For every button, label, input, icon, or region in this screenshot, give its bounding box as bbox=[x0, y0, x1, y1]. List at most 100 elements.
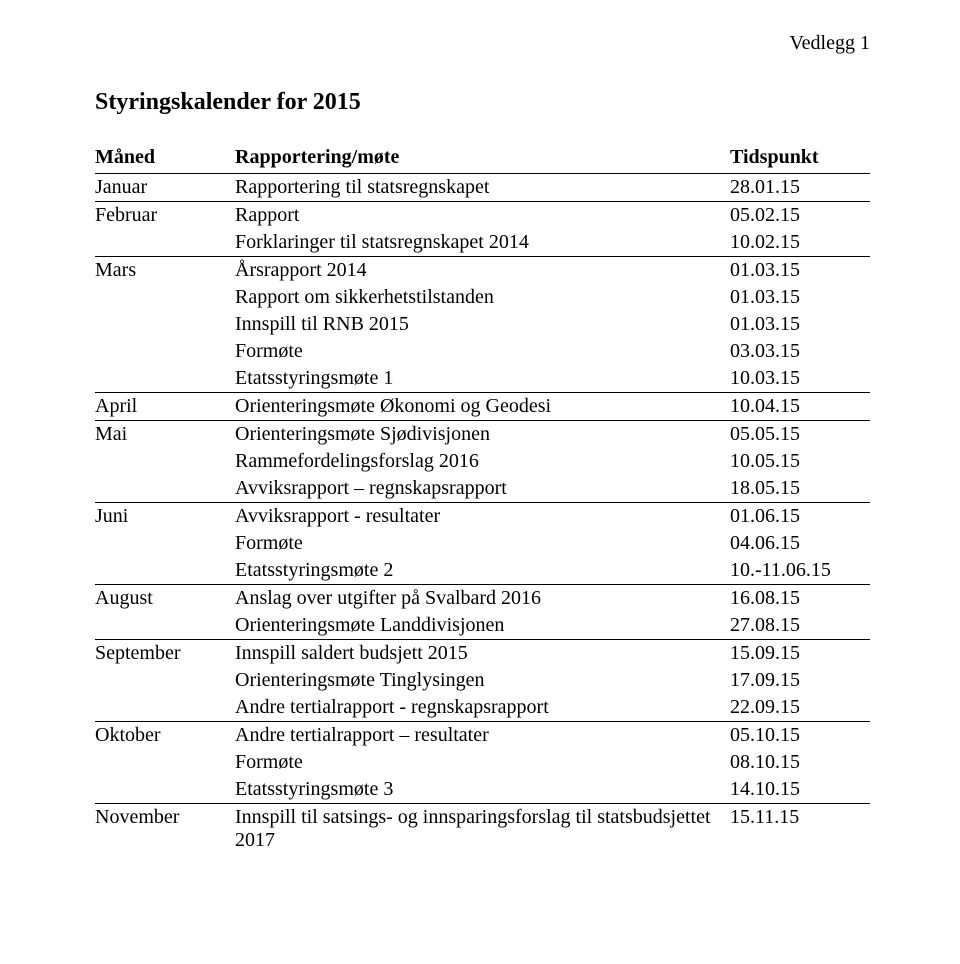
cell-time: 28.01.15 bbox=[730, 174, 870, 202]
cell-item: Rapport bbox=[235, 202, 730, 230]
cell-time: 15.09.15 bbox=[730, 640, 870, 668]
table-row: AprilOrienteringsmøte Økonomi og Geodesi… bbox=[95, 393, 870, 421]
table-row: Etatsstyringsmøte 210.-11.06.15 bbox=[95, 557, 870, 585]
table-row: JanuarRapportering til statsregnskapet28… bbox=[95, 174, 870, 202]
cell-item: Orienteringsmøte Landdivisjonen bbox=[235, 612, 730, 640]
cell-time: 27.08.15 bbox=[730, 612, 870, 640]
cell-time: 15.11.15 bbox=[730, 804, 870, 855]
table-row: Forklaringer til statsregnskapet 201410.… bbox=[95, 229, 870, 257]
table-row: Formøte04.06.15 bbox=[95, 530, 870, 557]
table-row: FebruarRapport05.02.15 bbox=[95, 202, 870, 230]
schedule-table: Måned Rapportering/møte Tidspunkt Januar… bbox=[95, 144, 870, 854]
cell-month: Februar bbox=[95, 202, 235, 230]
cell-time: 10.03.15 bbox=[730, 365, 870, 393]
cell-item: Formøte bbox=[235, 749, 730, 776]
header-month: Måned bbox=[95, 144, 235, 174]
cell-item: Rammefordelingsforslag 2016 bbox=[235, 448, 730, 475]
document-title: Styringskalender for 2015 bbox=[95, 89, 870, 116]
cell-month: Oktober bbox=[95, 722, 235, 750]
cell-time: 01.06.15 bbox=[730, 503, 870, 531]
cell-time: 08.10.15 bbox=[730, 749, 870, 776]
cell-item: Rapportering til statsregnskapet bbox=[235, 174, 730, 202]
cell-time: 01.03.15 bbox=[730, 284, 870, 311]
cell-time: 10.05.15 bbox=[730, 448, 870, 475]
table-row: AugustAnslag over utgifter på Svalbard 2… bbox=[95, 585, 870, 613]
cell-item: Etatsstyringsmøte 2 bbox=[235, 557, 730, 585]
cell-item: Årsrapport 2014 bbox=[235, 257, 730, 285]
cell-time: 01.03.15 bbox=[730, 311, 870, 338]
table-row: Etatsstyringsmøte 314.10.15 bbox=[95, 776, 870, 804]
cell-month: Mai bbox=[95, 421, 235, 449]
cell-month bbox=[95, 284, 235, 311]
cell-item: Anslag over utgifter på Svalbard 2016 bbox=[235, 585, 730, 613]
table-row: Rapport om sikkerhetstilstanden01.03.15 bbox=[95, 284, 870, 311]
table-row: Formøte08.10.15 bbox=[95, 749, 870, 776]
table-row: MaiOrienteringsmøte Sjødivisjonen05.05.1… bbox=[95, 421, 870, 449]
cell-item: Rapport om sikkerhetstilstanden bbox=[235, 284, 730, 311]
cell-time: 22.09.15 bbox=[730, 694, 870, 722]
cell-item: Orienteringsmøte Økonomi og Geodesi bbox=[235, 393, 730, 421]
cell-month bbox=[95, 448, 235, 475]
cell-item: Innspill til RNB 2015 bbox=[235, 311, 730, 338]
cell-item: Andre tertialrapport - regnskapsrapport bbox=[235, 694, 730, 722]
cell-time: 04.06.15 bbox=[730, 530, 870, 557]
table-row: MarsÅrsrapport 201401.03.15 bbox=[95, 257, 870, 285]
cell-time: 17.09.15 bbox=[730, 667, 870, 694]
cell-item: Innspill saldert budsjett 2015 bbox=[235, 640, 730, 668]
cell-item: Andre tertialrapport – resultater bbox=[235, 722, 730, 750]
table-header-row: Måned Rapportering/møte Tidspunkt bbox=[95, 144, 870, 174]
table-row: Orienteringsmøte Tinglysingen17.09.15 bbox=[95, 667, 870, 694]
cell-time: 16.08.15 bbox=[730, 585, 870, 613]
table-row: Rammefordelingsforslag 201610.05.15 bbox=[95, 448, 870, 475]
table-row: Orienteringsmøte Landdivisjonen27.08.15 bbox=[95, 612, 870, 640]
table-row: Avviksrapport – regnskapsrapport18.05.15 bbox=[95, 475, 870, 503]
table-row: Etatsstyringsmøte 110.03.15 bbox=[95, 365, 870, 393]
cell-item: Avviksrapport – regnskapsrapport bbox=[235, 475, 730, 503]
cell-month: August bbox=[95, 585, 235, 613]
cell-item: Formøte bbox=[235, 530, 730, 557]
cell-month bbox=[95, 311, 235, 338]
cell-month: September bbox=[95, 640, 235, 668]
cell-time: 10.-11.06.15 bbox=[730, 557, 870, 585]
cell-time: 18.05.15 bbox=[730, 475, 870, 503]
cell-month: Mars bbox=[95, 257, 235, 285]
cell-month bbox=[95, 475, 235, 503]
cell-item: Avviksrapport - resultater bbox=[235, 503, 730, 531]
cell-item: Orienteringsmøte Tinglysingen bbox=[235, 667, 730, 694]
table-row: NovemberInnspill til satsings- og innspa… bbox=[95, 804, 870, 855]
header-time: Tidspunkt bbox=[730, 144, 870, 174]
cell-month bbox=[95, 749, 235, 776]
table-row: OktoberAndre tertialrapport – resultater… bbox=[95, 722, 870, 750]
attachment-label: Vedlegg 1 bbox=[95, 32, 870, 55]
cell-item: Orienteringsmøte Sjødivisjonen bbox=[235, 421, 730, 449]
cell-month: Juni bbox=[95, 503, 235, 531]
cell-month bbox=[95, 338, 235, 365]
cell-time: 05.05.15 bbox=[730, 421, 870, 449]
table-row: Innspill til RNB 201501.03.15 bbox=[95, 311, 870, 338]
header-item: Rapportering/møte bbox=[235, 144, 730, 174]
cell-item: Formøte bbox=[235, 338, 730, 365]
document-page: Vedlegg 1 Styringskalender for 2015 Måne… bbox=[0, 0, 960, 964]
cell-time: 01.03.15 bbox=[730, 257, 870, 285]
cell-time: 05.02.15 bbox=[730, 202, 870, 230]
table-row: SeptemberInnspill saldert budsjett 20151… bbox=[95, 640, 870, 668]
table-row: Andre tertialrapport - regnskapsrapport2… bbox=[95, 694, 870, 722]
cell-month bbox=[95, 694, 235, 722]
cell-time: 05.10.15 bbox=[730, 722, 870, 750]
table-row: JuniAvviksrapport - resultater01.06.15 bbox=[95, 503, 870, 531]
cell-item: Forklaringer til statsregnskapet 2014 bbox=[235, 229, 730, 257]
cell-month bbox=[95, 229, 235, 257]
cell-time: 03.03.15 bbox=[730, 338, 870, 365]
cell-month bbox=[95, 530, 235, 557]
cell-item: Etatsstyringsmøte 1 bbox=[235, 365, 730, 393]
cell-time: 10.02.15 bbox=[730, 229, 870, 257]
table-row: Formøte03.03.15 bbox=[95, 338, 870, 365]
cell-month bbox=[95, 776, 235, 804]
cell-month: April bbox=[95, 393, 235, 421]
cell-item: Innspill til satsings- og innsparingsfor… bbox=[235, 804, 730, 855]
cell-month: November bbox=[95, 804, 235, 855]
cell-month bbox=[95, 557, 235, 585]
cell-item: Etatsstyringsmøte 3 bbox=[235, 776, 730, 804]
cell-month bbox=[95, 612, 235, 640]
table-body: JanuarRapportering til statsregnskapet28… bbox=[95, 174, 870, 855]
